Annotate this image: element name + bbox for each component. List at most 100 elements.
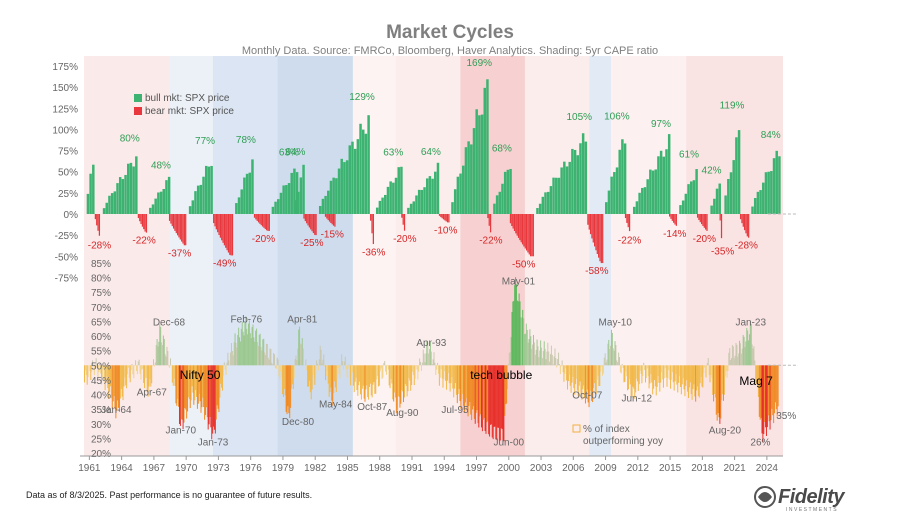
breadth-bar [657, 365, 658, 387]
bear-bar-11 [511, 214, 512, 226]
breadth-bar [654, 365, 655, 380]
x-tick-label: 2015 [659, 463, 682, 474]
bear-bar-1 [146, 214, 147, 233]
bull-bar-13 [613, 172, 615, 214]
breadth-bar [405, 365, 406, 384]
bull-bar-16 [718, 184, 720, 214]
breadth-bar [679, 365, 680, 376]
breadth-bar [633, 365, 634, 388]
breadth-bar [306, 365, 307, 370]
breadth-bar [330, 365, 331, 392]
breadth-bar [224, 362, 225, 365]
breadth-bar [529, 329, 530, 365]
breadth-bar [369, 365, 370, 387]
breadth-bar [651, 365, 652, 382]
breadth-bar [259, 335, 260, 365]
bull-bar-14 [663, 157, 665, 214]
breadth-bar [172, 365, 173, 382]
breadth-bar [166, 347, 167, 365]
bear-label-9: -10% [434, 225, 457, 236]
breadth-bar [267, 344, 268, 365]
breadth-bar [278, 365, 279, 376]
upper-tick-label: 125% [52, 104, 78, 115]
breadth-bar [269, 360, 270, 366]
breadth-bar [237, 335, 238, 365]
breadth-bar [161, 342, 162, 365]
breadth-bar [317, 364, 318, 365]
legend-breadth-label-2: outperforming yoy [583, 436, 663, 447]
breadth-bar [733, 346, 734, 365]
bull-bar-3 [210, 166, 212, 214]
bull-bar-15 [687, 184, 689, 214]
breadth-bar [330, 365, 331, 387]
breadth-bar [558, 353, 559, 366]
breadth-bar [461, 365, 462, 399]
bear-bar-4 [255, 214, 256, 219]
bear-label-0: -28% [88, 241, 111, 252]
bear-bar-9 [447, 214, 448, 222]
breadth-bar [223, 365, 224, 375]
bull-bar-4 [243, 178, 245, 214]
bear-bar-12 [602, 214, 603, 263]
breadth-bar [667, 365, 668, 378]
breadth-bar [662, 365, 663, 379]
breadth-bar [346, 365, 347, 369]
bull-bar-9 [421, 190, 423, 214]
breadth-bar [322, 360, 323, 365]
breadth-bar [347, 365, 348, 377]
breadth-bar [396, 365, 397, 413]
bear-bar-12 [595, 214, 596, 250]
bear-bar-2 [185, 214, 186, 245]
breadth-bar [708, 358, 709, 365]
breadth-bar [401, 365, 402, 390]
breadth-bar [552, 355, 553, 365]
breadth-bar [88, 365, 89, 377]
bull-bar-1 [119, 177, 121, 214]
breadth-bar [549, 362, 550, 366]
upper-tick-label: 75% [58, 147, 78, 158]
breadth-bar [623, 365, 624, 368]
bull-bar-7 [327, 191, 329, 214]
breadth-bar [601, 365, 602, 366]
breadth-bar [447, 365, 448, 380]
bull-bar-7 [343, 162, 345, 214]
bull-bar-1 [103, 208, 105, 214]
breadth-bar [326, 365, 327, 376]
breadth-bar [551, 346, 552, 366]
breadth-bar [613, 348, 614, 365]
legend-bear-label: bear mkt: SPX price [145, 106, 234, 117]
breadth-bar [455, 365, 456, 383]
breadth-annotation-7: Jan-64 [101, 405, 132, 416]
breadth-bar [127, 365, 128, 374]
bear-bar-12 [597, 214, 598, 254]
breadth-bar [684, 365, 685, 396]
bear-bar-9 [442, 214, 443, 218]
bear-bar-15 [702, 214, 703, 226]
breadth-bar [391, 365, 392, 383]
breadth-bar [87, 365, 88, 384]
breadth-bar [641, 365, 642, 374]
breadth-bar [449, 365, 450, 383]
bull-bar-4 [235, 203, 237, 214]
bear-bar-11 [527, 214, 528, 252]
breadth-bar [726, 365, 727, 371]
breadth-bar [590, 365, 591, 390]
bull-bar-1 [127, 164, 129, 214]
breadth-bar [442, 365, 443, 387]
breadth-bar [137, 365, 138, 374]
bull-bar-12 [552, 178, 554, 214]
breadth-bar [303, 348, 304, 365]
breadth-bar [252, 327, 253, 365]
breadth-annotation-8: Apr-67 [137, 388, 167, 399]
breadth-bar [445, 365, 446, 381]
bear-bar-5 [315, 214, 316, 235]
bear-bar-11 [529, 214, 530, 254]
breadth-bar [163, 336, 164, 366]
bear-label-3: -49% [213, 258, 236, 269]
bull-bar-9 [418, 190, 420, 214]
breadth-bar [554, 349, 555, 366]
breadth-bar [399, 365, 400, 407]
x-tick-label: 1964 [111, 463, 134, 474]
breadth-bar [157, 339, 158, 365]
bull-bar-7 [319, 206, 321, 214]
